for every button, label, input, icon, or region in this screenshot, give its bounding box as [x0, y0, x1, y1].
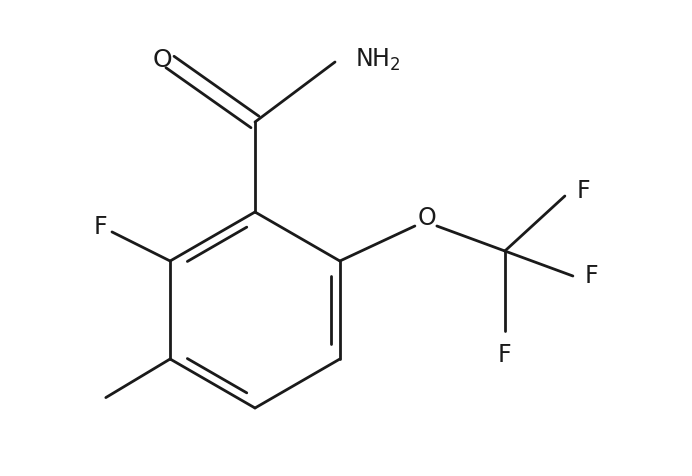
- Text: F: F: [498, 343, 511, 367]
- Text: F: F: [93, 215, 107, 239]
- Text: O: O: [417, 206, 436, 230]
- Text: F: F: [577, 179, 590, 203]
- Text: NH$_2$: NH$_2$: [355, 47, 401, 73]
- Text: O: O: [152, 48, 172, 72]
- Text: F: F: [585, 264, 599, 288]
